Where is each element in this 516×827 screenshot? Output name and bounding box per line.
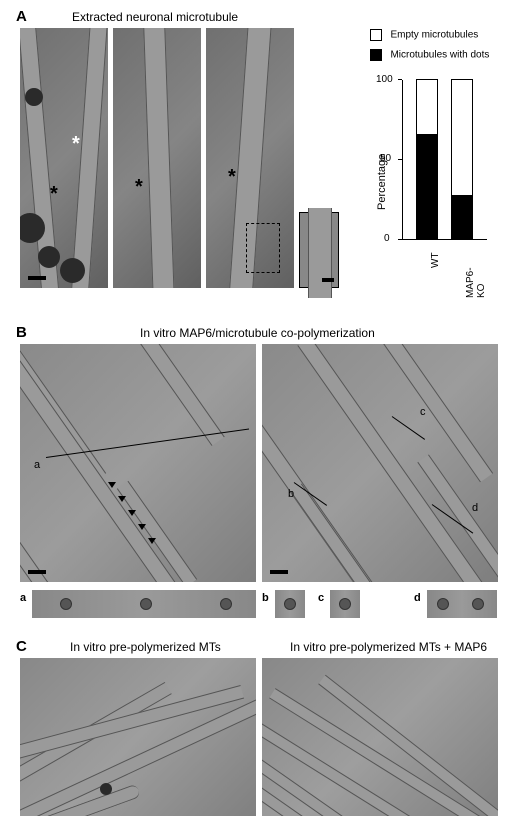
em-image-a3: * [206,28,294,288]
bar-chart: Percentage 0 50 100 WT MAP6-KO [380,80,500,300]
panel-c-label: C [16,638,27,655]
legend-dots-text: Microtubules with dots [390,49,489,60]
dashed-roi [246,223,280,273]
panel-b-title: In vitro MAP6/microtubule co-polymerizat… [140,326,375,340]
xcat-wt: WT [430,252,441,268]
scale-bar-b1 [28,570,46,574]
scale-bar-a1 [28,276,46,280]
em-image-c2 [262,658,498,816]
line-label-c: c [420,406,426,418]
bar-ko-dots [451,196,473,239]
panel-a-label: A [16,8,27,25]
em-image-c1 [20,658,256,816]
sub-image-a [32,590,256,618]
panel-a-title: Extracted neuronal microtubule [72,10,238,24]
arrowhead [138,524,146,530]
cross-line-c [392,416,425,440]
ytick-100: 100 [376,74,393,85]
asterisk-white: * [72,133,80,156]
em-image-b2: b c d [262,344,498,582]
chart-legend: Empty microtubules Microtubules with dot… [370,26,489,64]
legend-swatch-empty [370,29,382,41]
bar-ko-empty [451,79,473,196]
ytick-50: 50 [380,153,391,164]
arrowhead [118,496,126,502]
xcat-ko: MAP6-KO [465,263,487,298]
asterisk-black: * [50,183,58,206]
panel-c-title-left: In vitro pre-polymerized MTs [70,640,221,654]
em-image-a1: * * [20,28,108,288]
chart-area [402,80,487,240]
em-image-a2: * [113,28,201,288]
bar-wt-empty [416,79,438,135]
sub-label-c: c [318,592,324,604]
scale-bar-inset [322,278,334,282]
sub-image-d [427,590,497,618]
sub-label-d: d [414,592,421,604]
sub-image-b [275,590,305,618]
arrowhead [148,538,156,544]
tick-100 [398,79,402,80]
sub-label-a: a [20,592,26,604]
tick-0 [398,239,402,240]
asterisk-black-3: * [228,166,236,189]
panel-b-label: B [16,324,27,341]
arrowhead [108,482,116,488]
line-label-b: b [288,488,294,500]
bar-wt-dots [416,135,438,239]
ytick-0: 0 [384,233,390,244]
tick-50 [398,159,402,160]
em-inset-a [299,212,339,288]
panel-c-title-right: In vitro pre-polymerized MTs + MAP6 [290,640,487,654]
scale-bar-b2 [270,570,288,574]
legend-swatch-dots [370,49,382,61]
line-label-a: a [34,459,40,471]
sub-label-b: b [262,592,269,604]
asterisk-black-2: * [135,176,143,199]
em-image-b1: a [20,344,256,582]
legend-empty-text: Empty microtubules [390,29,478,40]
sub-image-c [330,590,360,618]
arrowhead [128,510,136,516]
line-label-d: d [472,502,478,514]
